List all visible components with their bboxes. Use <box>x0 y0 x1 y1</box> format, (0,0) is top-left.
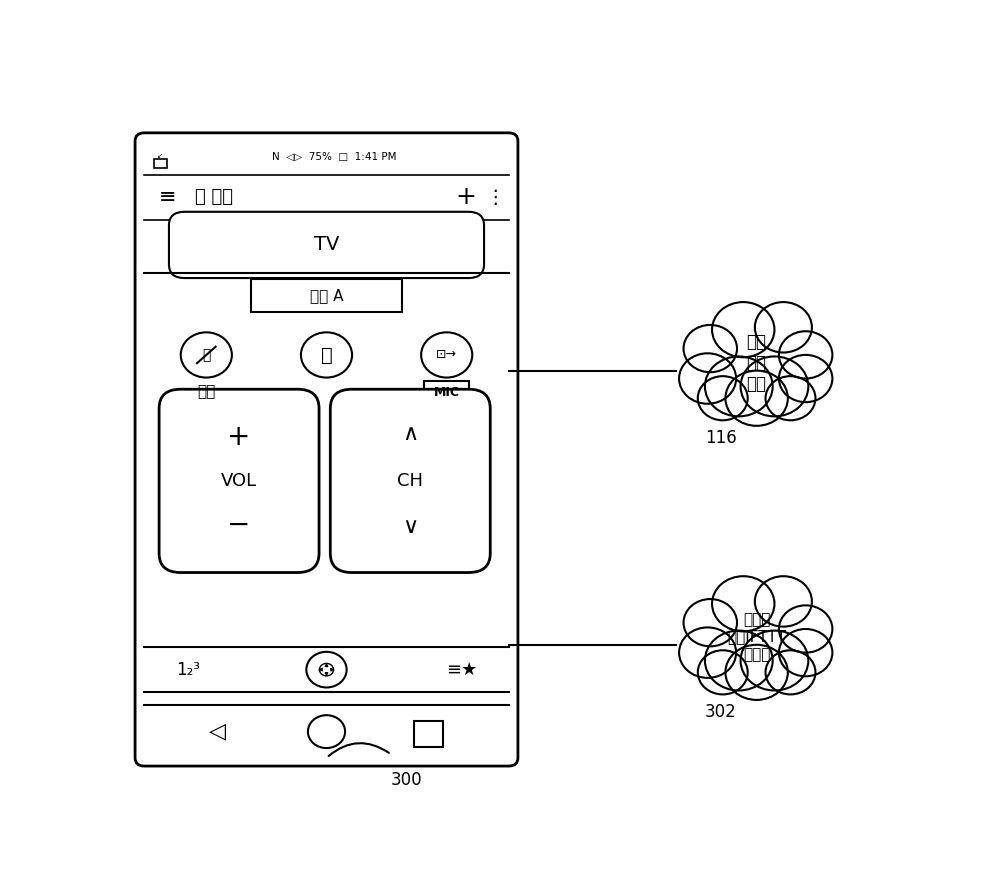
FancyBboxPatch shape <box>414 721 443 747</box>
Text: 语音
处理
服务: 语音 处理 服务 <box>747 333 767 392</box>
Text: CH: CH <box>397 472 423 490</box>
Circle shape <box>684 599 737 646</box>
Text: ◁: ◁ <box>209 722 226 741</box>
Circle shape <box>725 370 788 425</box>
FancyBboxPatch shape <box>330 389 490 572</box>
Circle shape <box>679 353 736 404</box>
Text: +: + <box>456 185 476 209</box>
Circle shape <box>725 644 788 700</box>
Circle shape <box>712 302 774 357</box>
Text: ⋮: ⋮ <box>485 188 504 207</box>
Circle shape <box>766 651 815 694</box>
Circle shape <box>698 651 748 694</box>
Text: 云服务
（即IFTTT
服务）: 云服务 （即IFTTT 服务） <box>727 612 786 662</box>
FancyBboxPatch shape <box>424 381 469 403</box>
Circle shape <box>766 376 815 420</box>
Circle shape <box>705 357 773 417</box>
Text: 静音: 静音 <box>197 384 215 399</box>
FancyBboxPatch shape <box>135 133 518 766</box>
Circle shape <box>741 357 808 417</box>
Text: +: + <box>227 424 251 451</box>
Circle shape <box>319 663 334 676</box>
Text: ↙: ↙ <box>157 153 163 159</box>
Circle shape <box>779 331 832 378</box>
Circle shape <box>755 302 812 352</box>
Circle shape <box>779 605 832 652</box>
Text: ∨: ∨ <box>402 517 418 538</box>
Circle shape <box>421 332 472 377</box>
Text: 品牌 A: 品牌 A <box>310 288 343 303</box>
Circle shape <box>308 716 345 748</box>
Text: ≡: ≡ <box>158 188 176 207</box>
Circle shape <box>755 576 812 627</box>
FancyBboxPatch shape <box>154 158 167 168</box>
Text: −: − <box>227 510 251 538</box>
Circle shape <box>779 629 832 676</box>
Circle shape <box>181 332 232 377</box>
Circle shape <box>779 355 832 402</box>
Text: N  ◁▷  75%  □  1:41 PM: N ◁▷ 75% □ 1:41 PM <box>272 151 396 161</box>
Text: 座 卧室: 座 卧室 <box>195 189 233 206</box>
Text: 116: 116 <box>705 429 737 447</box>
Circle shape <box>712 576 774 631</box>
Circle shape <box>301 332 352 377</box>
FancyBboxPatch shape <box>159 389 319 572</box>
Text: VOL: VOL <box>221 472 257 490</box>
Text: MIC: MIC <box>434 385 460 399</box>
Circle shape <box>705 631 773 691</box>
FancyBboxPatch shape <box>251 279 402 312</box>
Text: ⏻: ⏻ <box>321 345 332 364</box>
Text: ∧: ∧ <box>402 425 418 444</box>
Circle shape <box>679 627 736 678</box>
Circle shape <box>684 325 737 372</box>
Text: TV: TV <box>314 236 339 255</box>
Text: 300: 300 <box>391 771 422 789</box>
Circle shape <box>741 631 808 691</box>
Text: 302: 302 <box>705 703 737 721</box>
Circle shape <box>306 651 347 687</box>
Text: 🔈: 🔈 <box>202 348 210 362</box>
Text: ⊡→: ⊡→ <box>436 349 457 361</box>
Text: 1₂³: 1₂³ <box>176 660 200 679</box>
Circle shape <box>698 376 748 420</box>
FancyBboxPatch shape <box>169 212 484 278</box>
Text: ≡★: ≡★ <box>446 660 477 679</box>
